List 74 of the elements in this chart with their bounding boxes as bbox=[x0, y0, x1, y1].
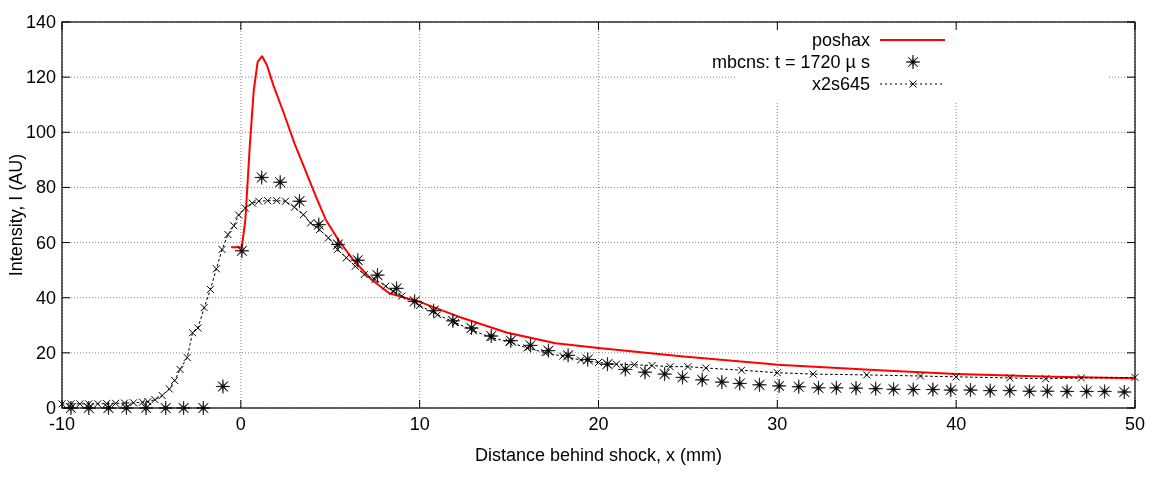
point bbox=[350, 252, 366, 268]
point bbox=[407, 294, 422, 309]
point bbox=[158, 400, 174, 416]
point bbox=[176, 400, 191, 416]
point bbox=[1022, 383, 1037, 399]
x-tick-label: 40 bbox=[946, 414, 967, 434]
y-tick-label: 100 bbox=[25, 122, 56, 143]
point bbox=[445, 313, 461, 329]
legend-label: mbcns: t = 1720 µ s bbox=[712, 52, 870, 72]
point bbox=[771, 378, 787, 394]
legend-label: poshax bbox=[811, 30, 870, 50]
point bbox=[138, 400, 154, 416]
point bbox=[963, 382, 978, 398]
point bbox=[503, 333, 519, 349]
x-tick-label: 10 bbox=[409, 414, 430, 434]
point bbox=[1116, 384, 1132, 400]
point bbox=[791, 379, 807, 395]
point bbox=[886, 381, 901, 397]
point bbox=[982, 383, 998, 398]
point bbox=[732, 376, 748, 391]
point bbox=[272, 174, 288, 190]
point bbox=[63, 400, 79, 416]
point bbox=[1097, 384, 1112, 399]
point bbox=[1040, 383, 1055, 399]
point bbox=[234, 243, 250, 259]
point bbox=[483, 328, 499, 344]
point bbox=[292, 193, 307, 209]
point bbox=[370, 267, 385, 283]
point bbox=[1079, 384, 1095, 399]
point bbox=[600, 356, 615, 372]
point bbox=[829, 380, 844, 396]
point bbox=[195, 400, 211, 416]
y-tick-label: 120 bbox=[25, 67, 56, 88]
x-tick-label: 0 bbox=[235, 414, 246, 434]
point bbox=[868, 381, 883, 396]
point bbox=[541, 343, 556, 358]
point bbox=[694, 372, 710, 388]
x-tick-label: 50 bbox=[1124, 414, 1146, 434]
point bbox=[925, 382, 941, 397]
y-tick-label: 140 bbox=[25, 12, 56, 32]
point bbox=[330, 237, 346, 252]
point bbox=[905, 382, 921, 397]
point bbox=[675, 370, 690, 385]
point bbox=[848, 380, 864, 396]
x-tick-label: 30 bbox=[767, 414, 788, 434]
point bbox=[389, 281, 404, 296]
x-axis-title: Distance behind shock, x (mm) bbox=[474, 445, 723, 465]
point bbox=[215, 379, 231, 394]
point bbox=[426, 303, 441, 318]
point bbox=[560, 348, 576, 363]
point bbox=[618, 362, 633, 377]
point bbox=[580, 352, 596, 367]
legend-label: x2s645 bbox=[811, 74, 870, 94]
y-tick-label: 80 bbox=[35, 177, 56, 198]
point bbox=[752, 377, 767, 393]
point bbox=[637, 364, 653, 380]
point bbox=[1002, 383, 1018, 398]
point bbox=[943, 382, 959, 398]
point bbox=[311, 217, 327, 232]
point bbox=[714, 374, 730, 390]
point bbox=[464, 320, 479, 336]
line-series bbox=[230, 55, 1136, 380]
point bbox=[811, 380, 826, 396]
x-tick-label: 20 bbox=[588, 414, 609, 434]
y-axis-title: Intensity, I (AU) bbox=[6, 153, 26, 277]
y-tick-label: 60 bbox=[35, 232, 56, 253]
y-tick-label: 20 bbox=[35, 342, 56, 363]
y-tick-label: 40 bbox=[35, 287, 56, 308]
point bbox=[657, 366, 672, 382]
point bbox=[119, 400, 134, 416]
point bbox=[254, 170, 270, 185]
point bbox=[1059, 384, 1075, 399]
point bbox=[81, 400, 97, 416]
point bbox=[523, 338, 538, 353]
